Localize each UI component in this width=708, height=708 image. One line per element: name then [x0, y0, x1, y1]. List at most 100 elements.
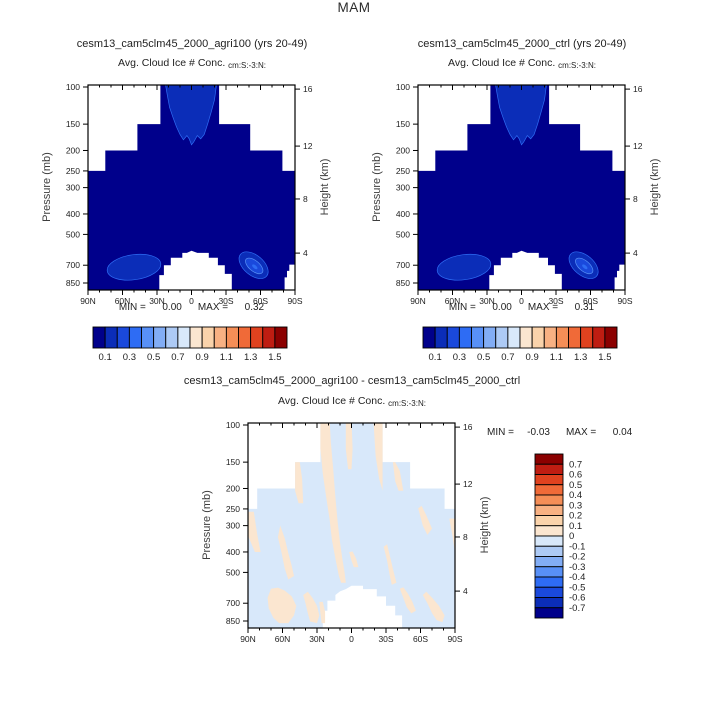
svg-text:150: 150 — [66, 119, 80, 129]
svg-text:400: 400 — [66, 209, 80, 219]
season-title: MAM — [337, 0, 371, 15]
svg-text:400: 400 — [396, 209, 410, 219]
panel-subtitle-diff: Avg. Cloud Ice # Conc. cm:S:-3:N: — [152, 395, 552, 408]
svg-text:12: 12 — [463, 479, 473, 489]
svg-text:100: 100 — [226, 420, 240, 430]
field-units: cm:S:-3:N: — [228, 61, 266, 70]
svg-text:250: 250 — [66, 166, 80, 176]
svg-text:1.3: 1.3 — [574, 352, 587, 363]
panel-diff-axes — [243, 423, 460, 633]
svg-text:0: 0 — [189, 296, 194, 306]
panel-title-ctrl: cesm13_cam5clm45_2000_ctrl (yrs 20-49) — [417, 38, 627, 50]
max-value: 0.32 — [244, 302, 265, 313]
svg-text:8: 8 — [633, 194, 638, 204]
svg-text:30S: 30S — [548, 296, 563, 306]
svg-text:150: 150 — [396, 119, 410, 129]
min-value: 0.00 — [162, 302, 182, 313]
svg-text:150: 150 — [226, 457, 240, 467]
svg-text:0.1: 0.1 — [99, 352, 112, 363]
panel-subtitle-ctrl: Avg. Cloud Ice # Conc. cm:S:-3:N: — [352, 57, 692, 70]
svg-text:200: 200 — [226, 483, 240, 493]
svg-text:0.5: 0.5 — [147, 352, 160, 363]
colorbar-agri100: 0.1 0.3 0.5 0.7 0.9 1.1 1.3 1.5 — [92, 326, 288, 363]
svg-text:90S: 90S — [287, 296, 302, 306]
max-label: MAX = — [527, 302, 559, 313]
svg-text:300: 300 — [226, 521, 240, 531]
svg-text:250: 250 — [226, 504, 240, 514]
svg-text:-0.4: -0.4 — [569, 572, 585, 583]
svg-text:-0.7: -0.7 — [569, 603, 585, 614]
svg-text:30N: 30N — [479, 296, 495, 306]
svg-text:0.3: 0.3 — [123, 352, 136, 363]
svg-text:90N: 90N — [410, 296, 426, 306]
panel-ctrl-fill — [418, 85, 625, 290]
svg-text:0.9: 0.9 — [196, 352, 209, 363]
svg-text:90N: 90N — [240, 634, 256, 644]
svg-text:0.7: 0.7 — [501, 352, 514, 363]
svg-text:300: 300 — [396, 183, 410, 193]
svg-text:0.5: 0.5 — [569, 480, 582, 491]
svg-text:0.9: 0.9 — [526, 352, 539, 363]
svg-text:100: 100 — [66, 82, 80, 92]
svg-text:4: 4 — [463, 586, 468, 596]
svg-text:500: 500 — [66, 229, 80, 239]
svg-text:-0.1: -0.1 — [569, 541, 585, 552]
svg-text:400: 400 — [226, 547, 240, 557]
svg-text:0.5: 0.5 — [477, 352, 490, 363]
svg-text:4: 4 — [633, 248, 638, 258]
min-value: 0.00 — [492, 302, 512, 313]
panel-agri100-fill — [88, 85, 295, 290]
svg-text:30N: 30N — [309, 634, 325, 644]
field-name: Avg. Cloud Ice # Conc. — [278, 395, 386, 407]
svg-text:0: 0 — [569, 531, 574, 542]
panel-title-diff: cesm13_cam5clm45_2000_agri100 - cesm13_c… — [183, 375, 521, 387]
svg-text:250: 250 — [396, 166, 410, 176]
svg-text:30S: 30S — [378, 634, 393, 644]
svg-text:16: 16 — [303, 84, 313, 94]
svg-text:700: 700 — [226, 598, 240, 608]
svg-text:30S: 30S — [218, 296, 233, 306]
svg-text:850: 850 — [396, 278, 410, 288]
svg-text:850: 850 — [66, 278, 80, 288]
svg-text:8: 8 — [463, 532, 468, 542]
svg-text:-0.5: -0.5 — [569, 582, 585, 593]
min-label: MIN = — [487, 427, 514, 438]
svg-text:200: 200 — [66, 145, 80, 155]
svg-text:0.2: 0.2 — [569, 511, 582, 522]
svg-text:500: 500 — [226, 567, 240, 577]
svg-text:100: 100 — [396, 82, 410, 92]
svg-text:700: 700 — [66, 260, 80, 270]
svg-text:0: 0 — [349, 634, 354, 644]
svg-text:0.4: 0.4 — [569, 490, 582, 501]
svg-text:8: 8 — [303, 194, 308, 204]
svg-text:1.5: 1.5 — [598, 352, 611, 363]
stats-diff: MIN = -0.03 MAX = 0.04 — [487, 427, 632, 438]
svg-text:4: 4 — [303, 248, 308, 258]
svg-text:60S: 60S — [413, 634, 428, 644]
svg-text:60N: 60N — [445, 296, 461, 306]
colorbar-ctrl: 0.1 0.3 0.5 0.7 0.9 1.1 1.3 1.5 — [422, 326, 618, 363]
svg-text:0.1: 0.1 — [569, 521, 582, 532]
svg-text:0: 0 — [519, 296, 524, 306]
svg-text:90S: 90S — [447, 634, 462, 644]
svg-text:0.7: 0.7 — [171, 352, 184, 363]
svg-text:1.1: 1.1 — [220, 352, 233, 363]
svg-text:1.3: 1.3 — [244, 352, 257, 363]
panel-agri100-tick-labels: 90N 60N 30N 0 30S 60S 90S 100 150 200 250 300 400 500… — [66, 82, 313, 306]
svg-text:60N: 60N — [275, 634, 291, 644]
svg-text:500: 500 — [396, 229, 410, 239]
min-value: -0.03 — [527, 427, 550, 438]
svg-text:16: 16 — [633, 84, 643, 94]
svg-text:-0.6: -0.6 — [569, 593, 585, 604]
min-label: MIN = — [118, 302, 146, 313]
field-name: Avg. Cloud Ice # Conc. — [118, 57, 226, 69]
svg-text:90S: 90S — [617, 296, 632, 306]
svg-text:0.7: 0.7 — [569, 459, 582, 470]
svg-text:16: 16 — [463, 422, 473, 432]
svg-text:60N: 60N — [115, 296, 131, 306]
panel-title-agri100: cesm13_cam5clm45_2000_agri100 (yrs 20-49… — [76, 38, 308, 50]
svg-text:0.3: 0.3 — [569, 500, 582, 511]
svg-text:12: 12 — [303, 141, 313, 151]
